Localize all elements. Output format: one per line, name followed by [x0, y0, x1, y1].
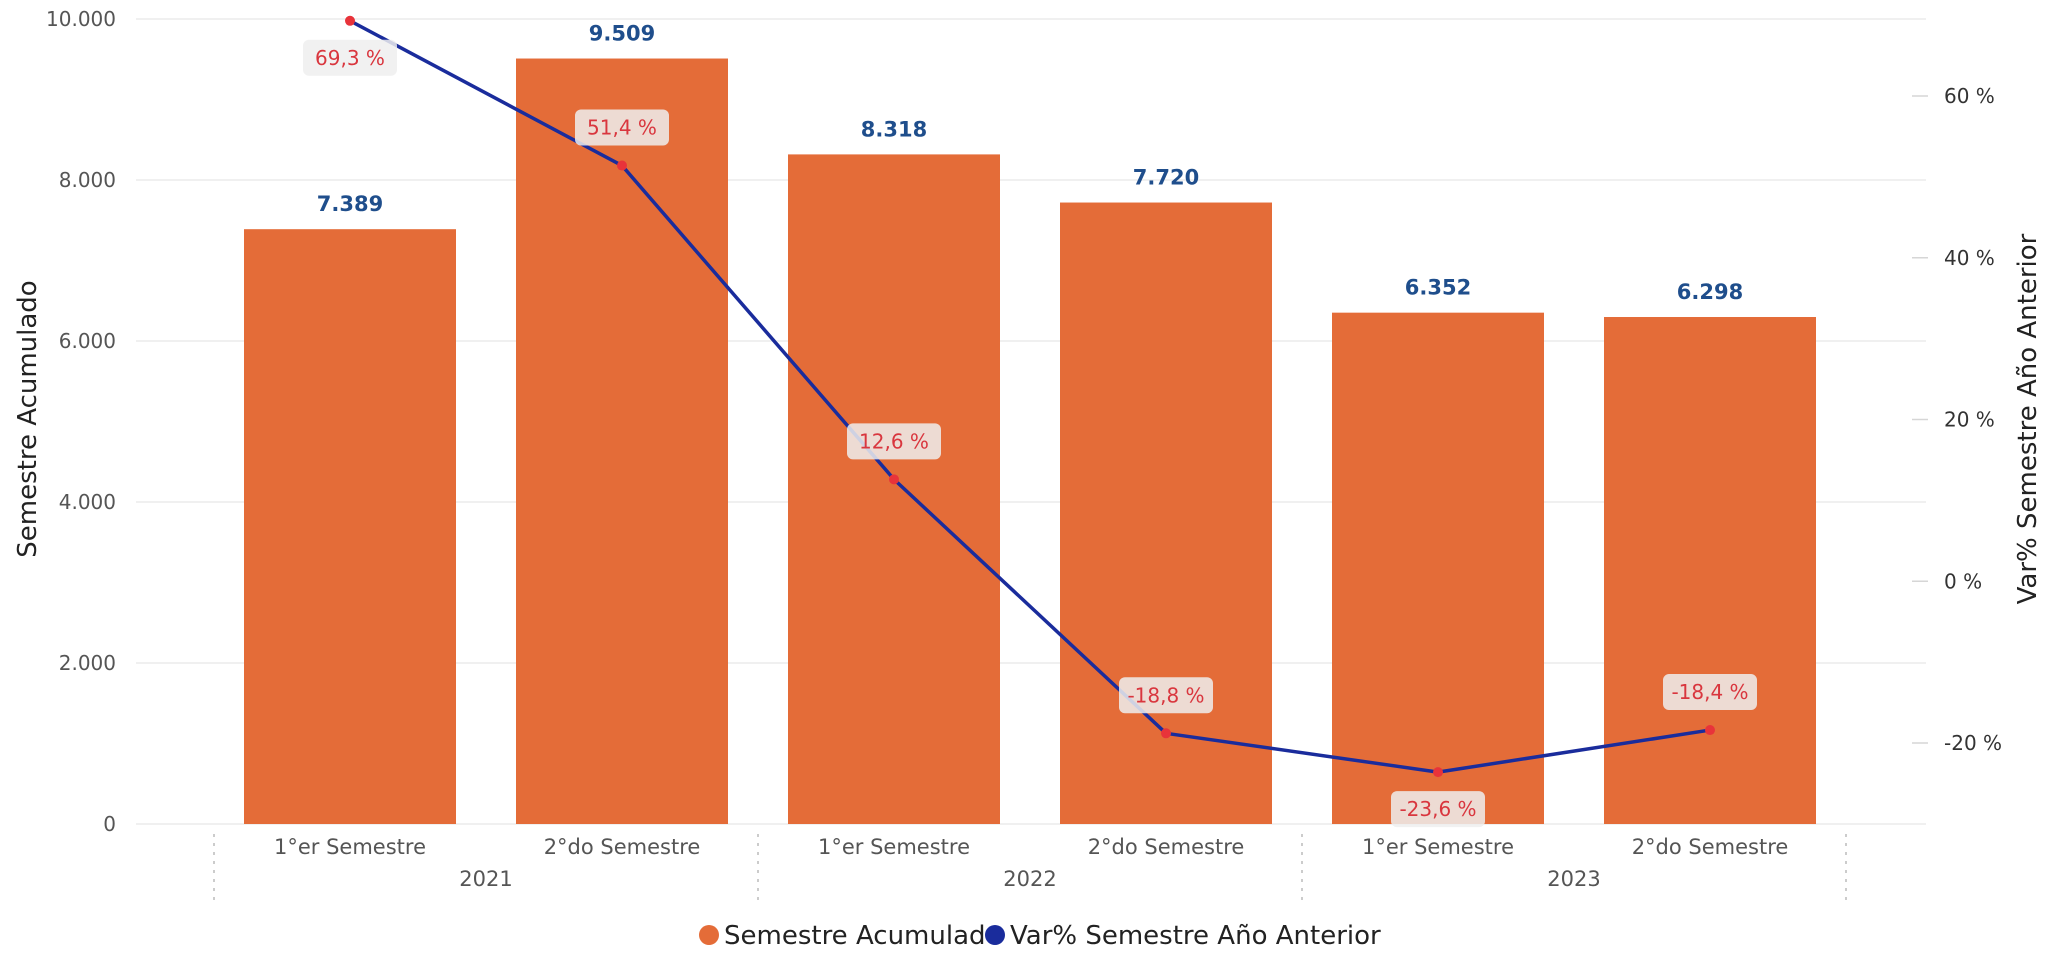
legend-label-bars: Semestre Acumulado [724, 921, 1001, 951]
x-tick-label: 2°do Semestre [544, 835, 701, 859]
y2-tick-label: 40 % [1944, 246, 1995, 270]
y2-tick-label: -20 % [1944, 731, 2002, 755]
pct-label-box [847, 423, 941, 460]
line-point [889, 474, 899, 485]
pct-value-label: 51,4 % [587, 116, 657, 140]
pct-value-label: 69,3 % [315, 46, 385, 70]
legend: Semestre Acumulado Var% Semestre Año Ante… [699, 921, 1381, 951]
y2-axis-title: Var% Semestre Año Anterior [2013, 233, 2043, 604]
pct-value-label: -18,8 % [1127, 683, 1204, 707]
line-point [345, 15, 355, 26]
line-point [1705, 725, 1715, 736]
bar-value-label: 8.318 [861, 117, 927, 141]
y-tick-label: 6.000 [59, 329, 116, 353]
pct-label-box [1663, 674, 1757, 711]
data-labels: 7.389 9.509 8.318 7.720 6.352 6.298 69,3 % 51,4… [303, 22, 1757, 828]
legend-label-line: Var% Semestre Año Anterior [1010, 921, 1381, 951]
bar [1332, 312, 1544, 824]
legend-marker-line [985, 925, 1005, 945]
bar [788, 154, 1000, 824]
y2-tick-label: 0 % [1944, 569, 1982, 593]
bar [516, 58, 728, 824]
y-axis-title: Semestre Acumulado [13, 280, 43, 557]
bar-value-label: 7.389 [317, 192, 383, 216]
bar-value-label: 6.352 [1405, 276, 1471, 300]
pct-value-label: 12,6 % [859, 429, 929, 453]
y-tick-label: 2.000 [59, 651, 116, 675]
bar [1060, 202, 1272, 825]
line-point [1161, 728, 1171, 739]
x-tick-label: 2°do Semestre [1088, 835, 1245, 859]
bar [1604, 317, 1816, 824]
x-group-label: 2023 [1547, 867, 1600, 891]
x-tick-label: 1°er Semestre [1362, 835, 1514, 859]
bar-value-label: 9.509 [589, 22, 655, 46]
bar-value-label: 6.298 [1677, 280, 1743, 304]
y-tick-label: 10.000 [46, 7, 116, 31]
pct-value-label: -23,6 % [1399, 797, 1476, 821]
x-tick-label: 2°do Semestre [1632, 835, 1789, 859]
y2-tick-label: 20 % [1944, 408, 1995, 432]
y-tick-label: 8.000 [59, 168, 116, 192]
y-tick-label: 0 [103, 812, 116, 836]
pct-label-box [1119, 677, 1213, 714]
y-tick-label: 4.000 [59, 490, 116, 514]
bar-value-label: 7.720 [1133, 166, 1199, 190]
x-group-label: 2021 [459, 867, 512, 891]
pct-label-box [1391, 791, 1485, 828]
y2-tick-label: 60 % [1944, 84, 1995, 108]
pct-label-box [575, 109, 669, 146]
pct-label-box [303, 39, 397, 76]
line-point [1433, 767, 1443, 778]
x-tick-label: 1°er Semestre [274, 835, 426, 859]
legend-marker-bars [699, 925, 719, 945]
pct-value-label: -18,4 % [1671, 680, 1748, 704]
x-tick-label: 1°er Semestre [818, 835, 970, 859]
x-group-label: 2022 [1003, 867, 1056, 891]
axes: 0 2.000 4.000 6.000 8.000 10.000 -20 % 0 % 20 % 4… [46, 7, 2002, 900]
bar-series [244, 58, 1816, 825]
bar [244, 229, 456, 825]
line-point [617, 160, 627, 171]
